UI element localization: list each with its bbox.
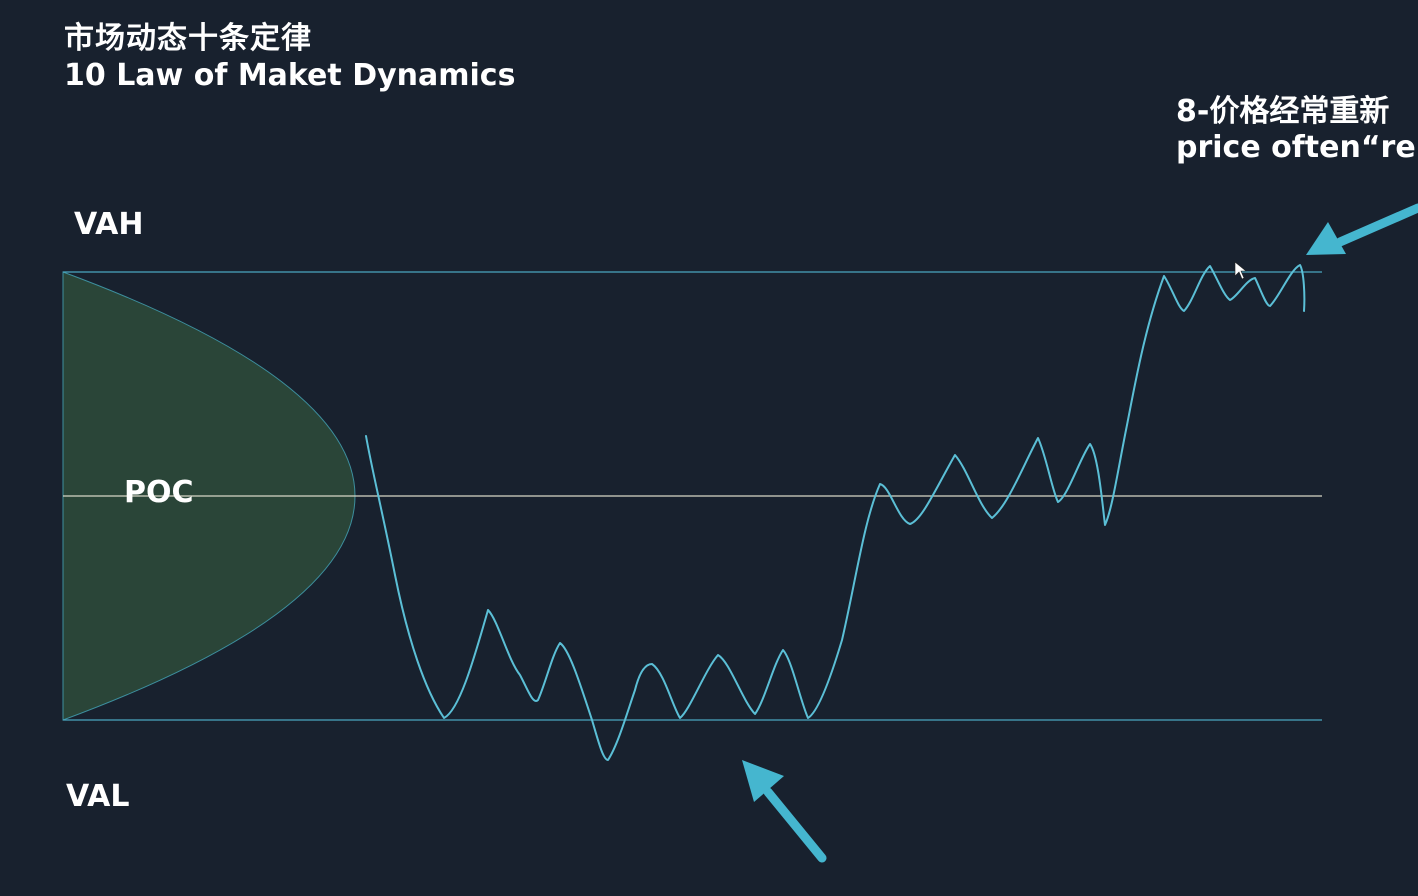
poc-label: POC — [124, 475, 194, 510]
title-chinese: 市场动态十条定律 — [64, 21, 312, 56]
mouse-cursor-icon — [1234, 261, 1247, 280]
arrow-up-left-icon — [742, 760, 827, 863]
val-label: VAL — [66, 779, 130, 814]
arrow-down-left-icon — [1306, 203, 1418, 255]
law-callout-chinese: 8-价格经常重新 — [1176, 94, 1390, 129]
vah-label: VAH — [74, 207, 144, 242]
title-english: 10 Law of Maket Dynamics — [64, 58, 516, 93]
law-callout-english: price often“re — [1176, 130, 1416, 165]
price-path — [365, 264, 1306, 761]
